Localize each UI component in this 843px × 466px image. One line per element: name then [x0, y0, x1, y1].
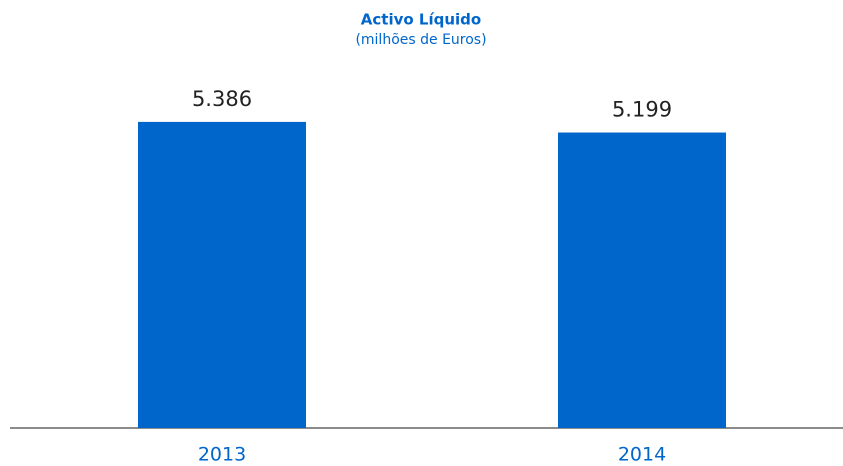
chart-subtitle: (milhões de Euros) [355, 32, 486, 48]
bar [138, 121, 306, 429]
chart-title: Activo Líquido [361, 11, 481, 29]
value-label: 5.199 [612, 98, 672, 122]
x-tick-label: 2014 [618, 444, 666, 466]
bar [558, 132, 726, 428]
x-tick-label: 2013 [198, 444, 246, 466]
value-label: 5.386 [192, 87, 252, 111]
